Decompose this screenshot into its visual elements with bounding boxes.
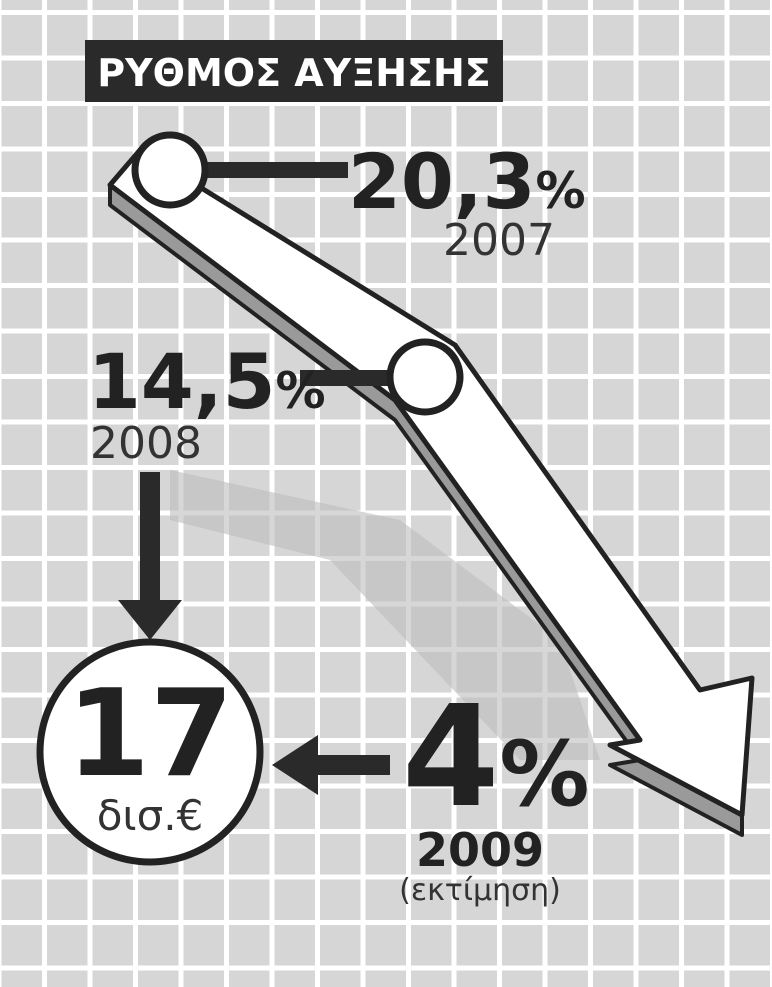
arrow-shaft xyxy=(310,755,390,775)
arrow-shaft xyxy=(140,472,160,607)
year: 2008 xyxy=(90,418,202,469)
shadow xyxy=(170,470,600,760)
arrow xyxy=(107,147,755,818)
unit: % xyxy=(536,162,586,220)
title: ΡΥΘΜΟΣ ΑΥΞΗΣΗΣ xyxy=(97,51,490,95)
arrow-head xyxy=(118,600,182,640)
marker xyxy=(131,131,209,209)
connector xyxy=(200,162,348,178)
unit: % xyxy=(276,362,326,420)
value-label: 14,5% xyxy=(88,337,326,426)
value: 20,3 xyxy=(348,137,536,226)
arrow-head xyxy=(272,735,318,795)
year: 2007 xyxy=(443,215,555,266)
value-label: 20,3% xyxy=(348,137,586,226)
value: 14,5 xyxy=(88,337,276,426)
total-unit: δισ.€ xyxy=(97,791,204,840)
value-label: 4% xyxy=(402,676,590,839)
value: 4 xyxy=(402,676,499,839)
note: (εκτίμηση) xyxy=(399,873,561,908)
unit: % xyxy=(499,722,589,827)
title-box xyxy=(85,40,503,102)
connector xyxy=(300,370,398,386)
marker xyxy=(386,338,464,416)
year: 2009 xyxy=(416,823,544,877)
total-value: 17 xyxy=(67,665,234,804)
total-circle xyxy=(36,638,264,866)
